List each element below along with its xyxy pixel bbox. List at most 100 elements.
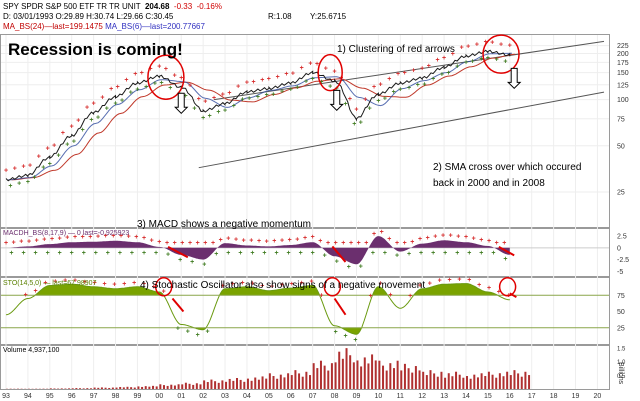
sell-signal-marker: + — [502, 240, 506, 247]
macd-panel-label: MACDH_BS(8,17,9) — 0 last=-0.925923 — [3, 230, 129, 237]
volume-bar — [487, 371, 490, 389]
buy-signal-marker: + — [280, 89, 284, 96]
volume-bar — [246, 378, 249, 389]
volume-bar — [509, 375, 512, 389]
volume-bar — [166, 385, 169, 389]
volume-bar — [458, 374, 461, 389]
sell-signal-marker: + — [219, 237, 223, 244]
sell-signal-marker: + — [420, 66, 424, 73]
volume-bar — [188, 383, 191, 389]
buy-signal-marker: + — [205, 328, 209, 335]
buy-signal-marker: + — [464, 60, 468, 67]
sell-signal-marker: + — [96, 234, 100, 241]
sell-signal-marker: + — [300, 280, 304, 287]
sell-signal-marker: + — [490, 39, 494, 46]
buy-signal-marker: + — [422, 81, 426, 88]
sell-signal-marker: + — [119, 233, 123, 240]
sell-signal-marker: + — [21, 163, 25, 170]
volume-bar — [528, 375, 531, 389]
highlight-circle-2007 — [317, 53, 343, 92]
price-tick-label: 125 — [617, 82, 629, 89]
volume-bar — [513, 370, 516, 389]
pointer-arrow-2008 — [329, 89, 344, 112]
sell-signal-marker: + — [427, 63, 431, 70]
ma-long-line — [11, 53, 516, 181]
sell-signal-marker: + — [50, 236, 54, 243]
volume-bar — [517, 373, 520, 389]
volume-bar — [279, 374, 282, 389]
price-tick-label: 200 — [617, 51, 629, 58]
x-tick-label: 95 — [46, 393, 54, 400]
volume-bar — [97, 387, 100, 389]
sell-signal-marker: + — [387, 236, 391, 243]
buy-signal-marker: + — [190, 259, 194, 266]
buy-signal-marker: + — [359, 119, 363, 126]
sell-signal-marker: + — [234, 236, 238, 243]
volume-bar — [462, 377, 465, 389]
volume-bar — [254, 377, 257, 389]
sell-signal-marker: + — [251, 79, 255, 86]
buy-signal-marker: + — [214, 251, 218, 258]
sell-signal-marker: + — [388, 292, 392, 299]
buy-signal-marker: + — [334, 329, 338, 336]
sell-signal-marker: + — [76, 118, 80, 125]
volume-bar — [261, 376, 264, 389]
volume-bar — [385, 370, 388, 389]
volume-bar — [119, 386, 122, 389]
buy-signal-marker: + — [168, 85, 172, 92]
volume-bar — [214, 381, 217, 389]
x-tick-label: 05 — [265, 393, 273, 400]
buy-signal-marker: + — [135, 87, 139, 94]
buy-signal-marker: + — [271, 92, 275, 99]
sto-panel-label: STO(14,5,0) — last=67.98907 — [3, 280, 96, 287]
buy-signal-marker: + — [395, 253, 399, 260]
buy-signal-marker: + — [250, 250, 254, 257]
sell-signal-marker: + — [52, 142, 56, 149]
buy-signal-marker: + — [440, 71, 444, 78]
volume-bar — [82, 388, 85, 389]
volume-bar — [301, 376, 304, 389]
buy-signal-marker: + — [416, 82, 420, 89]
volume-bar — [144, 386, 147, 389]
sell-signal-marker: + — [37, 153, 41, 160]
volume-bar — [203, 380, 206, 389]
volume-bar — [498, 373, 501, 389]
sell-signal-marker: + — [100, 94, 104, 101]
sell-signal-marker: + — [456, 234, 460, 241]
buy-signal-marker: + — [130, 250, 134, 257]
buy-signal-marker: + — [503, 256, 507, 263]
macd-tick-label: -5 — [617, 269, 623, 276]
buy-signal-marker: + — [471, 59, 475, 66]
sell-signal-marker: + — [73, 234, 77, 241]
sell-signal-marker: + — [134, 234, 138, 241]
sell-signal-marker: + — [464, 234, 468, 241]
sell-signal-marker: + — [43, 280, 47, 287]
sell-signal-marker: + — [188, 240, 192, 247]
sell-signal-marker: + — [149, 66, 153, 73]
sell-signal-marker: + — [467, 277, 471, 284]
symbol-name: SPY SPDR S&P 500 ETF TR TR UNIT — [3, 2, 141, 11]
sell-signal-marker: + — [435, 57, 439, 64]
sell-signal-marker: + — [127, 234, 131, 241]
volume-bar — [232, 380, 235, 389]
volume-bar — [60, 388, 63, 389]
volume-bar — [239, 379, 242, 389]
buy-signal-marker: + — [184, 93, 188, 100]
x-tick-label: 02 — [199, 393, 207, 400]
sell-signal-marker: + — [140, 70, 144, 77]
sell-signal-marker: + — [369, 293, 373, 300]
volume-bar — [290, 375, 293, 389]
volume-bar — [345, 348, 348, 389]
price-tick-label: 150 — [617, 70, 629, 77]
buy-signal-marker: + — [256, 94, 260, 101]
buy-signal-marker: + — [383, 95, 387, 102]
sell-signal-marker: + — [173, 240, 177, 247]
volume-bar — [104, 387, 107, 389]
macd-tick-label: 2.5 — [617, 234, 627, 241]
sell-signal-marker: + — [288, 237, 292, 244]
sell-signal-marker: + — [42, 236, 46, 243]
buy-signal-marker: + — [153, 80, 157, 87]
sto-circle-2015 — [498, 277, 517, 297]
